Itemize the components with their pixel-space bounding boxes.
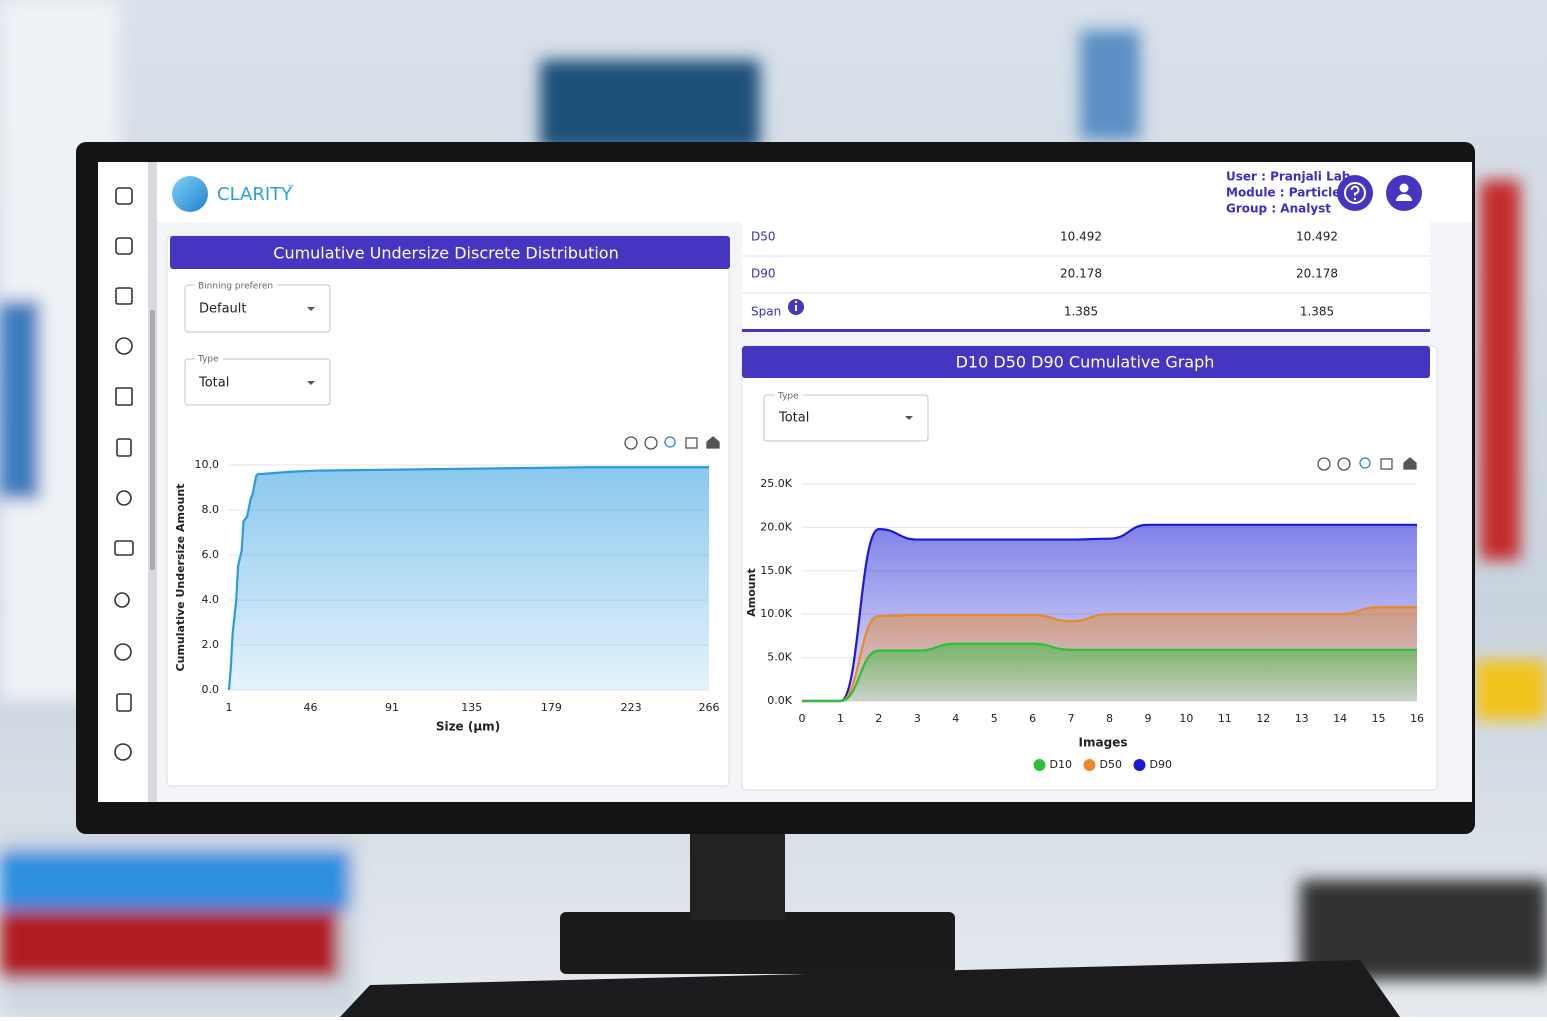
- chart-toolbar[interactable]: [624, 436, 720, 450]
- y-tick-label: 0.0: [202, 683, 220, 696]
- row-label: D50: [751, 230, 776, 244]
- y-tick-label: 10.0K: [760, 607, 792, 620]
- sidebar: [98, 162, 157, 802]
- dropdown-value: Default: [199, 302, 247, 317]
- y-tick-label: 25.0K: [760, 477, 792, 490]
- cell: 10.492: [1296, 230, 1338, 244]
- legend-swatch: [1083, 759, 1096, 771]
- x-tick-label: 6: [1029, 712, 1036, 725]
- dropdown-label: Type: [197, 355, 219, 365]
- legend-label: D10: [1050, 758, 1072, 771]
- x-tick-label: 14: [1333, 712, 1347, 725]
- type-dropdown[interactable]: Type Total: [763, 390, 929, 442]
- x-tick-label: 8: [1106, 712, 1113, 725]
- cell: 1.385: [1300, 305, 1334, 319]
- x-tick-label: 1: [837, 712, 844, 725]
- trademark: ™: [287, 184, 295, 193]
- x-tick-label: 10: [1179, 712, 1193, 725]
- cell: 20.178: [1296, 267, 1338, 281]
- brand: CLARITY: [217, 184, 293, 205]
- x-tick-label: 91: [385, 701, 399, 714]
- y-tick-label: 4.0: [202, 593, 220, 606]
- y-tick-label: 15.0K: [760, 564, 792, 577]
- legend-swatch: [1133, 759, 1146, 771]
- user-info: User : Pranjali Lab: [1226, 170, 1351, 184]
- x-tick-label: 0: [799, 712, 806, 725]
- x-tick-label: 7: [1068, 712, 1075, 725]
- x-tick-label: 3: [914, 712, 921, 725]
- legend-label: D90: [1150, 758, 1172, 771]
- type-dropdown[interactable]: Type Total: [184, 354, 331, 406]
- y-tick-label: 0.0K: [767, 694, 792, 707]
- row-label: D90: [751, 267, 776, 281]
- x-tick-label: 223: [621, 701, 642, 714]
- cell: 10.492: [1060, 230, 1102, 244]
- help-button[interactable]: [1337, 175, 1373, 211]
- x-tick-label: 1: [226, 701, 233, 714]
- x-tick-label: 13: [1295, 712, 1309, 725]
- keyboard: [340, 960, 1400, 1017]
- series-line: [227, 466, 709, 691]
- y-tick-label: 10.0: [195, 458, 220, 471]
- dropdown-value: Total: [778, 411, 809, 426]
- stats-table: D50 10.492 10.492 D90 20.178 20.178 Span…: [742, 222, 1430, 332]
- y-tick-label: 5.0K: [767, 651, 792, 664]
- y-tick-label: 6.0: [202, 548, 220, 561]
- x-tick-label: 9: [1144, 712, 1151, 725]
- charts: Cumulative Undersize Discrete Distributi…: [174, 244, 1424, 771]
- x-tick-label: 16: [1410, 712, 1424, 725]
- series-line: [802, 523, 1417, 703]
- x-tick-label: 2: [875, 712, 882, 725]
- area-fill: [802, 643, 1417, 701]
- x-tick-label: 15: [1372, 712, 1386, 725]
- y-axis-label: Amount: [745, 568, 758, 616]
- dropdown-label: Type: [777, 392, 799, 402]
- header: CLARITY ™ User : Pranjali Lab Module : P…: [157, 162, 1472, 222]
- binning-dropdown[interactable]: Binning preferen Default: [184, 280, 331, 333]
- series-line: [802, 642, 1417, 703]
- x-tick-label: 135: [461, 701, 482, 714]
- chart-toolbar[interactable]: [1317, 457, 1417, 471]
- row-label: Span: [751, 305, 781, 319]
- legend-label: D50: [1100, 758, 1122, 771]
- module-info: Module : Particle: [1226, 186, 1340, 200]
- x-tick-label: 179: [541, 701, 562, 714]
- x-tick-label: 11: [1218, 712, 1232, 725]
- x-tick-label: 12: [1256, 712, 1270, 725]
- profile-button[interactable]: [1386, 175, 1422, 211]
- y-axis-label: Cumulative Undersize Amount: [174, 484, 187, 672]
- x-tick-label: 4: [952, 712, 959, 725]
- y-tick-label: 2.0: [202, 638, 220, 651]
- x-tick-label: 266: [699, 701, 720, 714]
- cell: 20.178: [1060, 267, 1102, 281]
- dropdown-value: Total: [198, 376, 229, 391]
- panel-title: D10 D50 D90 Cumulative Graph: [956, 353, 1215, 372]
- x-axis-label: Images: [1079, 736, 1128, 750]
- series-line: [802, 606, 1417, 703]
- legend-swatch: [1033, 759, 1046, 771]
- group-info: Group : Analyst: [1226, 202, 1331, 216]
- area-fill: [229, 467, 709, 690]
- x-axis-label: Size (µm): [436, 720, 500, 734]
- x-tick-label: 46: [304, 701, 318, 714]
- y-tick-label: 20.0K: [760, 520, 792, 533]
- dropdown-label: Binning preferen: [198, 282, 273, 292]
- panel-title: Cumulative Undersize Discrete Distributi…: [273, 244, 618, 263]
- x-tick-label: 5: [991, 712, 998, 725]
- y-tick-label: 8.0: [202, 503, 220, 516]
- cell: 1.385: [1064, 305, 1098, 319]
- tube-rack: [0, 830, 360, 1017]
- info-icon[interactable]: [788, 299, 804, 315]
- logo: [172, 176, 208, 212]
